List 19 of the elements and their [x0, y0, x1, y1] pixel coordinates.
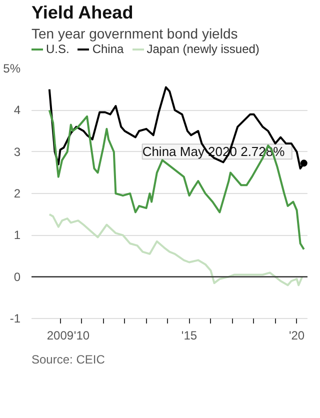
chart-subtitle: Ten year government bond yields: [32, 26, 238, 42]
y-tick-label: 4: [14, 103, 21, 118]
x-tick-label: '15: [181, 328, 198, 342]
legend-label: U.S.: [46, 42, 70, 56]
line-series: [48, 109, 305, 250]
x-tick-label: 2009: [46, 328, 74, 342]
y-tick-label: 0: [14, 270, 21, 284]
legend-label: China: [92, 42, 124, 56]
legend-label: Japan (newly issued): [146, 42, 260, 56]
y-tick-label: 5%: [3, 62, 21, 76]
y-tick-label: -1: [10, 312, 21, 326]
x-tick-label: '10: [74, 328, 90, 342]
x-tick-label: '20: [288, 328, 305, 342]
source-note: Source: CEIC: [32, 352, 106, 366]
chart-title: Yield Ahead: [32, 2, 134, 22]
y-tick-label: 2: [14, 186, 21, 200]
line-series: [48, 213, 304, 286]
y-tick-label: 3: [14, 144, 21, 159]
y-tick-label: 1: [14, 228, 21, 242]
